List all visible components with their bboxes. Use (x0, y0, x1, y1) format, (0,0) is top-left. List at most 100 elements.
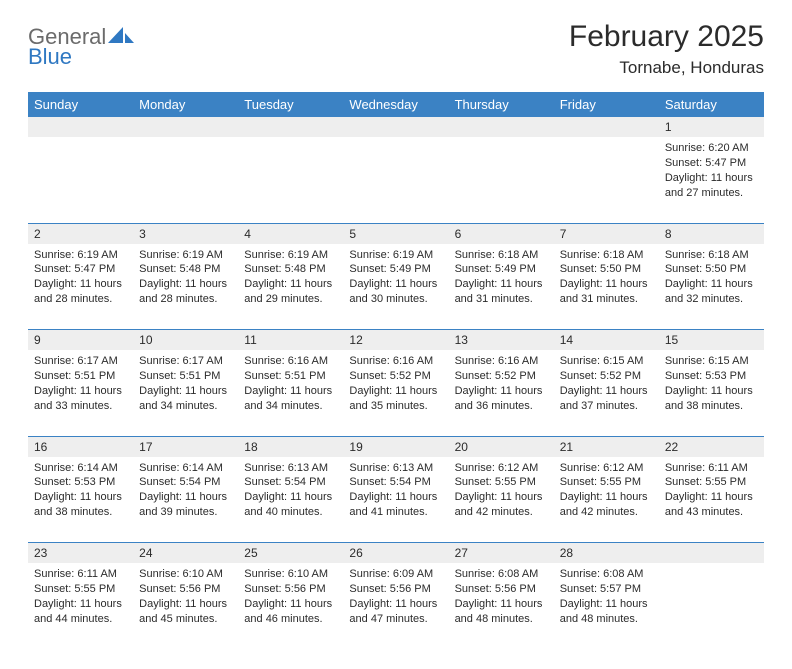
day-detail-line: and 45 minutes. (139, 612, 232, 627)
week-row: Sunrise: 6:14 AMSunset: 5:53 PMDaylight:… (28, 457, 764, 543)
weekday-header: Sunday (28, 92, 133, 117)
day-detail-line: Sunrise: 6:12 AM (455, 461, 548, 476)
day-detail-line: and 36 minutes. (455, 399, 548, 414)
day-detail-line: and 42 minutes. (455, 505, 548, 520)
day-detail-line: and 46 minutes. (244, 612, 337, 627)
weekday-header: Saturday (659, 92, 764, 117)
day-number: 22 (659, 436, 764, 457)
day-detail-line: and 35 minutes. (349, 399, 442, 414)
day-detail-line: Sunrise: 6:14 AM (139, 461, 232, 476)
day-detail-line: and 38 minutes. (665, 399, 758, 414)
day-detail-line: and 39 minutes. (139, 505, 232, 520)
day-number: 21 (554, 436, 659, 457)
logo-text-blue: Blue (28, 44, 72, 69)
day-detail-line: Daylight: 11 hours (665, 490, 758, 505)
day-number: 25 (238, 543, 343, 564)
day-detail-line: Sunset: 5:52 PM (560, 369, 653, 384)
daynum-row: 232425262728 (28, 543, 764, 564)
day-detail-line: Daylight: 11 hours (349, 277, 442, 292)
day-detail-line: Sunrise: 6:09 AM (349, 567, 442, 582)
day-detail-line: and 32 minutes. (665, 292, 758, 307)
day-detail-line: Sunset: 5:57 PM (560, 582, 653, 597)
day-detail-line: and 43 minutes. (665, 505, 758, 520)
day-cell: Sunrise: 6:19 AMSunset: 5:48 PMDaylight:… (133, 244, 238, 330)
day-detail-line: and 33 minutes. (34, 399, 127, 414)
day-detail-line: Sunset: 5:55 PM (665, 475, 758, 490)
day-detail-line: Daylight: 11 hours (34, 490, 127, 505)
day-cell (133, 137, 238, 223)
weekday-header: Wednesday (343, 92, 448, 117)
day-detail-line: Sunset: 5:56 PM (455, 582, 548, 597)
day-number: 26 (343, 543, 448, 564)
day-detail-line: and 27 minutes. (665, 186, 758, 201)
day-detail-line: Daylight: 11 hours (455, 597, 548, 612)
day-detail-line: Sunrise: 6:18 AM (560, 248, 653, 263)
day-detail-line: Sunrise: 6:19 AM (244, 248, 337, 263)
day-detail-line: Sunset: 5:53 PM (665, 369, 758, 384)
day-detail-line: Sunrise: 6:18 AM (455, 248, 548, 263)
day-detail-line: Sunrise: 6:08 AM (560, 567, 653, 582)
day-number: 11 (238, 330, 343, 351)
day-detail-line: and 31 minutes. (560, 292, 653, 307)
day-detail-line: Daylight: 11 hours (139, 597, 232, 612)
day-number: 8 (659, 223, 764, 244)
day-cell: Sunrise: 6:19 AMSunset: 5:47 PMDaylight:… (28, 244, 133, 330)
day-detail-line: Daylight: 11 hours (560, 490, 653, 505)
day-detail-line: and 28 minutes. (34, 292, 127, 307)
day-detail-line: Sunset: 5:49 PM (349, 262, 442, 277)
weekday-header-row: Sunday Monday Tuesday Wednesday Thursday… (28, 92, 764, 117)
day-cell: Sunrise: 6:18 AMSunset: 5:50 PMDaylight:… (659, 244, 764, 330)
day-detail-line: and 34 minutes. (244, 399, 337, 414)
day-number: 24 (133, 543, 238, 564)
day-number (28, 117, 133, 137)
day-detail-line: Sunrise: 6:20 AM (665, 141, 758, 156)
day-detail-line: Daylight: 11 hours (665, 384, 758, 399)
day-detail-line: Daylight: 11 hours (455, 277, 548, 292)
day-number: 15 (659, 330, 764, 351)
day-cell: Sunrise: 6:08 AMSunset: 5:56 PMDaylight:… (449, 563, 554, 649)
day-number: 4 (238, 223, 343, 244)
day-detail-line: Sunset: 5:55 PM (34, 582, 127, 597)
day-detail-line: Sunset: 5:55 PM (455, 475, 548, 490)
day-number: 19 (343, 436, 448, 457)
day-cell (28, 137, 133, 223)
weekday-header: Tuesday (238, 92, 343, 117)
day-detail-line: Daylight: 11 hours (244, 490, 337, 505)
title-block: February 2025 Tornabe, Honduras (569, 20, 764, 78)
day-detail-line: Sunset: 5:54 PM (244, 475, 337, 490)
day-detail-line: and 40 minutes. (244, 505, 337, 520)
day-number: 5 (343, 223, 448, 244)
day-detail-line: Sunset: 5:48 PM (244, 262, 337, 277)
day-detail-line: Sunrise: 6:12 AM (560, 461, 653, 476)
day-detail-line: Daylight: 11 hours (349, 490, 442, 505)
day-number (343, 117, 448, 137)
day-detail-line: and 42 minutes. (560, 505, 653, 520)
day-detail-line: Sunrise: 6:11 AM (665, 461, 758, 476)
day-detail-line: Sunset: 5:54 PM (139, 475, 232, 490)
day-detail-line: Sunrise: 6:17 AM (34, 354, 127, 369)
day-number (659, 543, 764, 564)
day-cell (659, 563, 764, 649)
day-number: 6 (449, 223, 554, 244)
day-detail-line: Sunset: 5:55 PM (560, 475, 653, 490)
week-row: Sunrise: 6:19 AMSunset: 5:47 PMDaylight:… (28, 244, 764, 330)
day-cell: Sunrise: 6:11 AMSunset: 5:55 PMDaylight:… (28, 563, 133, 649)
day-detail-line: Daylight: 11 hours (665, 277, 758, 292)
day-cell: Sunrise: 6:19 AMSunset: 5:48 PMDaylight:… (238, 244, 343, 330)
week-row: Sunrise: 6:20 AMSunset: 5:47 PMDaylight:… (28, 137, 764, 223)
day-detail-line: Sunrise: 6:16 AM (349, 354, 442, 369)
day-detail-line: Sunrise: 6:16 AM (244, 354, 337, 369)
day-detail-line: Sunset: 5:56 PM (244, 582, 337, 597)
day-detail-line: Sunrise: 6:15 AM (665, 354, 758, 369)
day-detail-line: Daylight: 11 hours (139, 490, 232, 505)
day-cell: Sunrise: 6:11 AMSunset: 5:55 PMDaylight:… (659, 457, 764, 543)
calendar-body: 1Sunrise: 6:20 AMSunset: 5:47 PMDaylight… (28, 117, 764, 649)
weekday-header: Monday (133, 92, 238, 117)
day-detail-line: Sunset: 5:53 PM (34, 475, 127, 490)
day-cell: Sunrise: 6:14 AMSunset: 5:53 PMDaylight:… (28, 457, 133, 543)
day-detail-line: Daylight: 11 hours (560, 277, 653, 292)
weekday-header: Thursday (449, 92, 554, 117)
month-title: February 2025 (569, 20, 764, 54)
weekday-header: Friday (554, 92, 659, 117)
day-detail-line: Sunrise: 6:10 AM (139, 567, 232, 582)
